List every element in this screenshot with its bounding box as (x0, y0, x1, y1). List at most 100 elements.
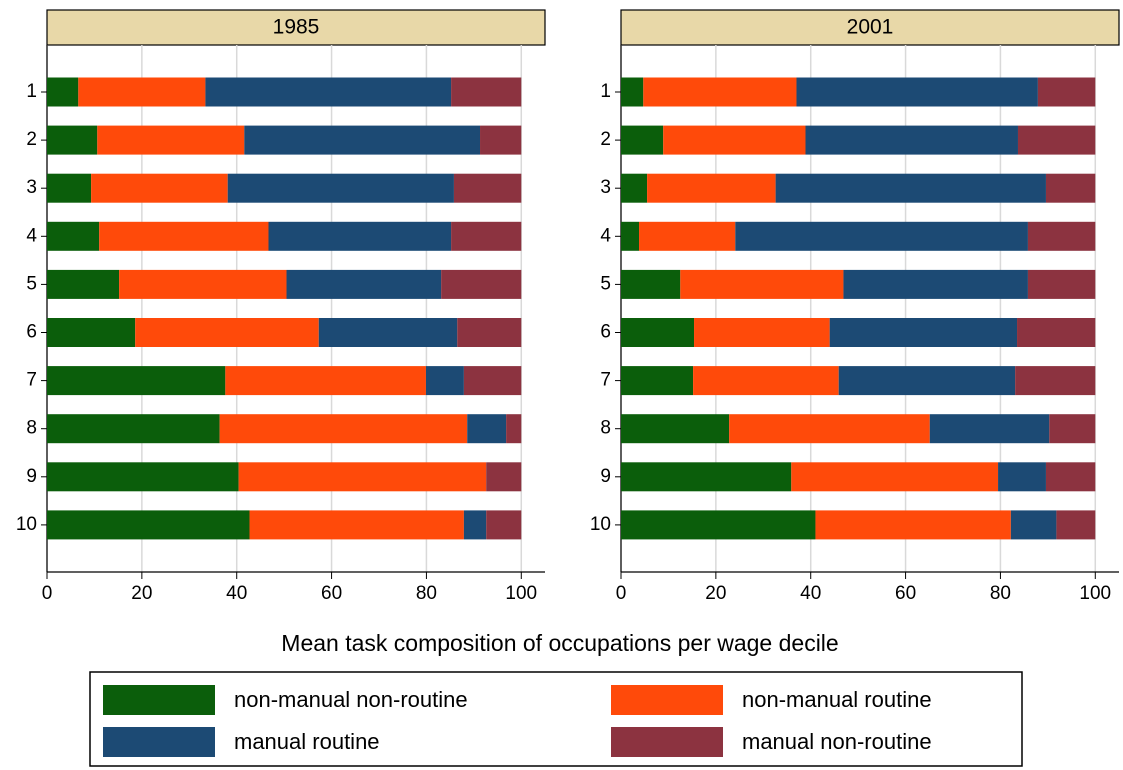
panel-header (620, 9, 1120, 46)
bar-segment (693, 366, 839, 396)
bar-segment (119, 269, 287, 299)
y-tick-label: 2 (26, 129, 37, 150)
bar-segment (796, 77, 1038, 107)
bar-segment (1049, 414, 1096, 444)
bar-segment (1017, 318, 1096, 347)
bar-segment (1010, 510, 1057, 540)
bar-segment (227, 173, 454, 203)
bar-segment (486, 510, 522, 540)
y-tick-label: 6 (600, 322, 611, 343)
y-tick-label: 10 (16, 514, 37, 535)
bar-segment (135, 318, 319, 347)
bar-segment (99, 221, 269, 251)
bar-segment (1017, 125, 1096, 155)
bar-segment (238, 462, 487, 492)
x-tick-label: 20 (705, 583, 726, 604)
bar-segment (838, 366, 1016, 396)
panel-header (46, 9, 546, 46)
x-tick-label: 100 (505, 583, 537, 604)
x-tick-label: 0 (616, 583, 627, 604)
y-tick-label: 9 (26, 466, 37, 487)
panel-title: 2001 (847, 16, 894, 39)
x-tick-label: 40 (800, 583, 821, 604)
bar-segment (621, 77, 644, 107)
bar-segment (268, 221, 452, 251)
bar-segment (463, 510, 487, 540)
y-tick-label: 2 (600, 129, 611, 150)
y-tick-label: 1 (26, 81, 37, 102)
bar-segment (506, 414, 522, 444)
x-tick-label: 40 (226, 583, 247, 604)
bar-segment (1027, 269, 1096, 299)
bar-segment (829, 318, 1018, 347)
y-tick-label: 3 (26, 177, 37, 198)
bar-segment (225, 366, 426, 396)
bar-segment (47, 318, 136, 347)
legend-swatch (611, 727, 723, 757)
y-tick-label: 4 (600, 225, 611, 246)
bar-segment (457, 318, 522, 347)
legend-label: non-manual non-routine (234, 687, 468, 712)
bar-segment (47, 77, 79, 107)
bar-segment (47, 462, 239, 492)
legend-swatch (611, 685, 723, 715)
bar-segment (1037, 77, 1096, 107)
bar-segment (729, 414, 930, 444)
legend-swatch (103, 685, 215, 715)
bar-segment (244, 125, 481, 155)
bar-segment (47, 125, 98, 155)
bar-segment (463, 366, 522, 396)
bar-segment (47, 510, 250, 540)
bar-segment (453, 173, 522, 203)
bar-segment (1045, 462, 1096, 492)
bar-segment (621, 173, 648, 203)
x-tick-label: 60 (321, 583, 342, 604)
bar-segment (486, 462, 522, 492)
bar-segment (249, 510, 464, 540)
bar-segment (843, 269, 1028, 299)
bar-segment (621, 462, 792, 492)
x-tick-label: 60 (895, 583, 916, 604)
x-tick-label: 20 (131, 583, 152, 604)
y-tick-label: 4 (26, 225, 37, 246)
bar-segment (47, 414, 220, 444)
bar-segment (425, 366, 464, 396)
bar-segment (91, 173, 228, 203)
bar-segment (815, 510, 1011, 540)
y-tick-label: 8 (26, 418, 37, 439)
bar-segment (1056, 510, 1096, 540)
legend-label: non-manual routine (742, 687, 932, 712)
bar-segment (97, 125, 245, 155)
legend-swatch (103, 727, 215, 757)
bar-segment (318, 318, 458, 347)
bar-segment (467, 414, 507, 444)
bar-segment (47, 221, 100, 251)
y-tick-label: 7 (26, 370, 37, 391)
bar-segment (775, 173, 1046, 203)
x-axis-label: Mean task composition of occupations per… (281, 630, 838, 656)
bar-segment (1045, 173, 1096, 203)
bar-segment (441, 269, 522, 299)
bar-segment (219, 414, 468, 444)
bar-segment (47, 173, 92, 203)
bar-segment (621, 269, 681, 299)
bar-segment (621, 414, 730, 444)
bar-segment (639, 221, 736, 251)
bar-segment (205, 77, 452, 107)
bar-segment (998, 462, 1046, 492)
legend-label: manual routine (234, 729, 380, 754)
bar-segment (663, 125, 806, 155)
bar-segment (1015, 366, 1096, 396)
bar-segment (47, 269, 120, 299)
bar-segment (735, 221, 1028, 251)
bar-segment (47, 366, 226, 396)
bar-segment (451, 77, 522, 107)
bar-segment (791, 462, 999, 492)
y-tick-label: 8 (600, 418, 611, 439)
panel-title: 1985 (273, 16, 320, 39)
y-tick-label: 5 (600, 273, 611, 294)
bar-segment (621, 318, 695, 347)
x-tick-label: 80 (990, 583, 1011, 604)
x-tick-label: 80 (416, 583, 437, 604)
